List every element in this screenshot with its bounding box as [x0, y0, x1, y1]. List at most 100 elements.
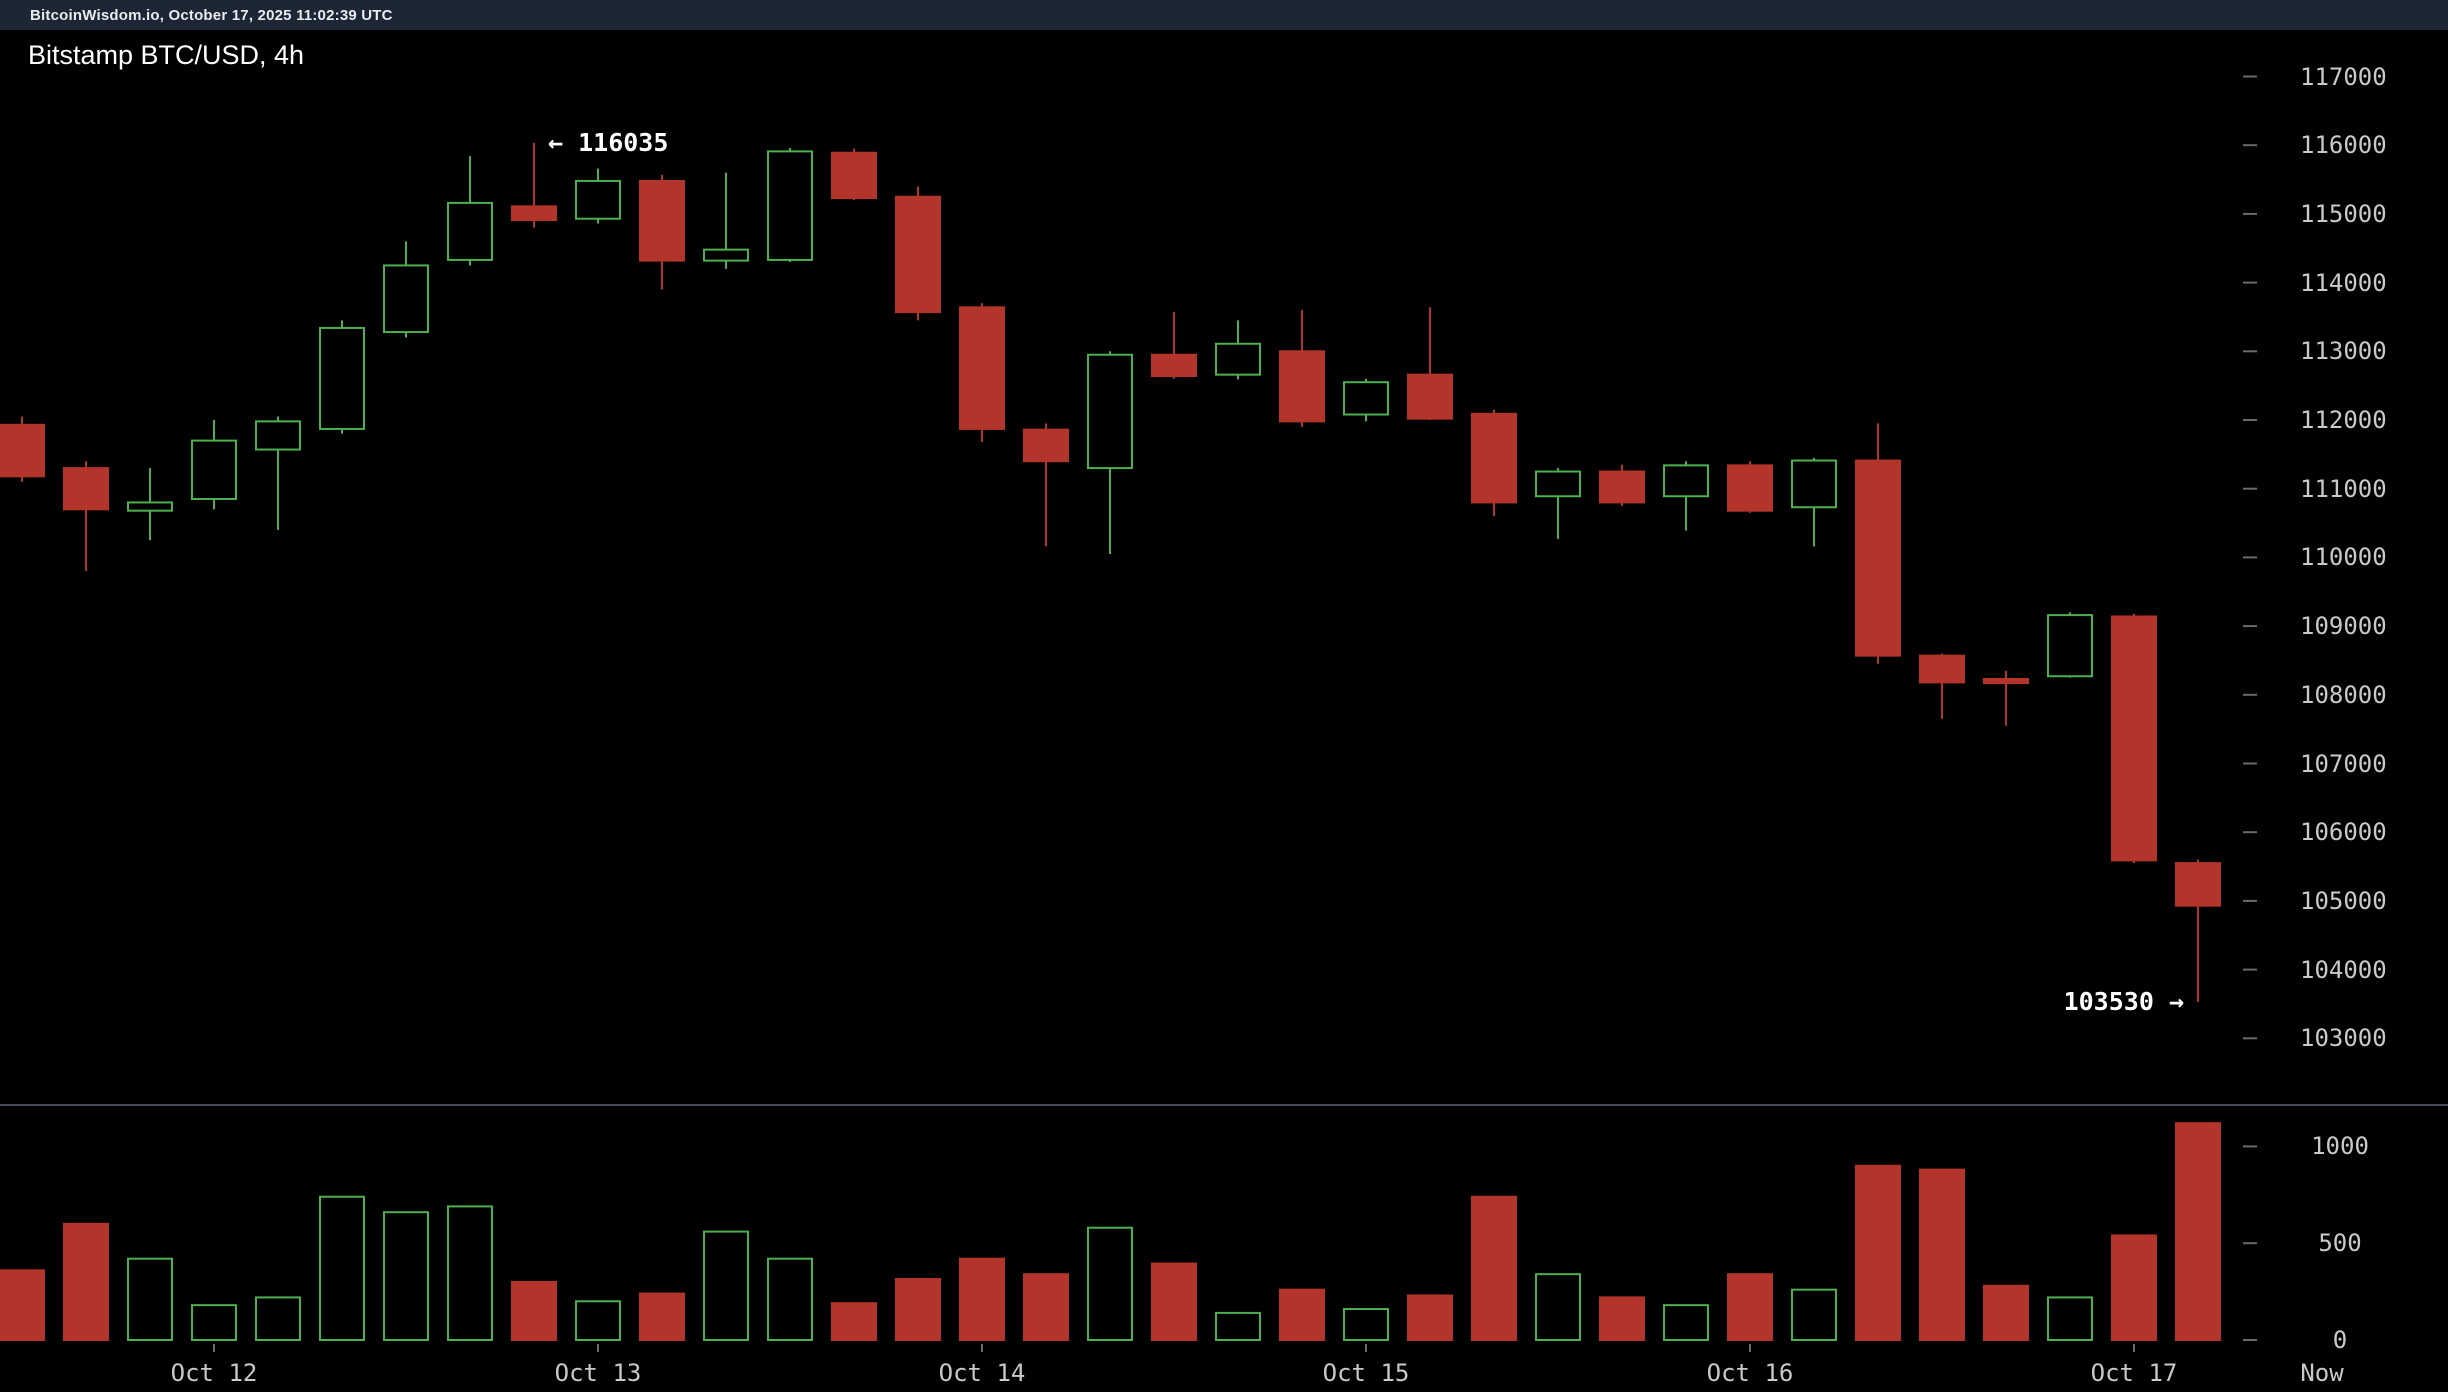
volume-bar[interactable]	[2175, 1122, 2221, 1341]
candle-group[interactable]	[2047, 612, 2093, 1341]
candle-group[interactable]	[1535, 468, 1581, 1342]
day-label: Oct 17	[2090, 1359, 2178, 1387]
candle-body	[0, 423, 45, 478]
volume-bar[interactable]	[383, 1211, 429, 1341]
candle-group[interactable]	[1343, 378, 1389, 1342]
price-tick-label: 111000	[2300, 474, 2387, 503]
candle-group[interactable]	[1791, 457, 1837, 1341]
volume-bar[interactable]	[1599, 1296, 1645, 1341]
candle-group[interactable]	[1471, 409, 1517, 1341]
candle-group[interactable]	[2111, 613, 2157, 1342]
candle-body	[639, 179, 685, 262]
volume-bar[interactable]	[1407, 1294, 1453, 1342]
candle-body	[1919, 654, 1965, 684]
candle-group[interactable]	[1279, 310, 1325, 1341]
price-tick-label: 115000	[2300, 199, 2387, 228]
candle-group[interactable]	[2175, 859, 2221, 1341]
candle-group[interactable]	[1663, 461, 1709, 1341]
price-tick-label: 116000	[2300, 131, 2387, 160]
volume-bar[interactable]	[447, 1205, 493, 1342]
chart-title: Bitstamp BTC/USD, 4h	[28, 40, 305, 70]
volume-tick-label: 500	[2318, 1229, 2362, 1258]
price-tick-label: 113000	[2300, 337, 2387, 366]
candle-group[interactable]	[895, 186, 941, 1341]
candle-group[interactable]	[1215, 320, 1261, 1341]
volume-bar[interactable]	[767, 1257, 813, 1341]
volume-bar[interactable]	[1791, 1288, 1837, 1341]
session-low-annotation: 103530 →	[2063, 986, 2184, 1016]
volume-bar[interactable]	[2111, 1234, 2157, 1342]
price-tick-label: 106000	[2300, 818, 2387, 847]
volume-bar[interactable]	[1087, 1226, 1133, 1342]
volume-bar[interactable]	[1919, 1168, 1965, 1341]
volume-bar[interactable]	[1151, 1262, 1197, 1341]
volume-bar[interactable]	[1727, 1273, 1773, 1342]
volume-bar[interactable]	[703, 1230, 749, 1341]
candle-group[interactable]	[63, 461, 109, 1341]
candle-body	[895, 195, 941, 314]
candle-group[interactable]	[1983, 670, 2029, 1341]
candle-body	[1663, 464, 1709, 498]
volume-bar[interactable]	[127, 1257, 173, 1341]
price-tick-label: 114000	[2300, 268, 2387, 297]
status-text: BitcoinWisdom.io, October 17, 2025 11:02…	[30, 6, 393, 24]
status-bar: BitcoinWisdom.io, October 17, 2025 11:02…	[0, 0, 2448, 30]
candle-body	[255, 420, 301, 451]
candle-group[interactable]	[447, 156, 493, 1342]
volume-bar[interactable]	[255, 1296, 301, 1341]
volume-bar[interactable]	[63, 1222, 109, 1341]
candle-group[interactable]	[127, 468, 173, 1341]
volume-bar[interactable]	[1983, 1284, 2029, 1341]
volume-bar[interactable]	[1343, 1308, 1389, 1342]
candle-body	[191, 439, 237, 501]
volume-bar[interactable]	[895, 1278, 941, 1341]
volume-bar[interactable]	[511, 1280, 557, 1342]
day-label: Oct 12	[170, 1359, 258, 1387]
candle-group[interactable]	[1023, 423, 1069, 1342]
candle-group[interactable]	[959, 303, 1005, 1341]
candle-group[interactable]	[1407, 307, 1453, 1342]
candle-group[interactable]	[575, 168, 621, 1342]
volume-bar[interactable]	[1855, 1164, 1901, 1342]
candle-group[interactable]	[319, 320, 365, 1341]
price-tick-label: 109000	[2300, 612, 2387, 641]
volume-bar[interactable]	[1279, 1288, 1325, 1341]
candle-group[interactable]	[1919, 653, 1965, 1341]
volume-bar[interactable]	[0, 1269, 45, 1341]
candle-group[interactable]	[703, 172, 749, 1341]
volume-bar[interactable]	[959, 1257, 1005, 1341]
candle-group[interactable]	[767, 147, 813, 1341]
candle-group[interactable]	[1151, 312, 1197, 1341]
volume-bar[interactable]	[2047, 1296, 2093, 1341]
candle-group[interactable]	[191, 420, 237, 1341]
candle-group[interactable]	[639, 174, 685, 1342]
candle-group[interactable]	[255, 416, 301, 1341]
candle-group[interactable]	[1599, 464, 1645, 1341]
volume-bar[interactable]	[191, 1304, 237, 1341]
volume-bar[interactable]	[1023, 1273, 1069, 1342]
volume-bar[interactable]	[1471, 1195, 1517, 1341]
volume-bar[interactable]	[1535, 1273, 1581, 1342]
candle-group[interactable]	[1727, 461, 1773, 1342]
volume-bar[interactable]	[639, 1292, 685, 1342]
candle-group[interactable]	[383, 241, 429, 1341]
candle-body	[831, 151, 877, 200]
volume-bar[interactable]	[1663, 1304, 1709, 1341]
candle-group[interactable]	[511, 142, 557, 1342]
price-tick-label: 105000	[2300, 886, 2387, 915]
candle-group[interactable]	[0, 416, 45, 1341]
candle-body	[1983, 677, 2029, 685]
price-tick-label: 104000	[2300, 955, 2387, 984]
volume-bar[interactable]	[831, 1302, 877, 1341]
day-label: Oct 15	[1322, 1359, 1410, 1387]
volume-bar[interactable]	[319, 1195, 365, 1341]
candle-group[interactable]	[1087, 351, 1133, 1342]
volume-bar[interactable]	[575, 1300, 621, 1342]
candle-group[interactable]	[831, 148, 877, 1341]
candle-body	[1279, 350, 1325, 423]
candle-group[interactable]	[1855, 423, 1901, 1342]
volume-bar[interactable]	[1215, 1311, 1261, 1341]
session-high-annotation: ← 116035	[548, 127, 669, 157]
